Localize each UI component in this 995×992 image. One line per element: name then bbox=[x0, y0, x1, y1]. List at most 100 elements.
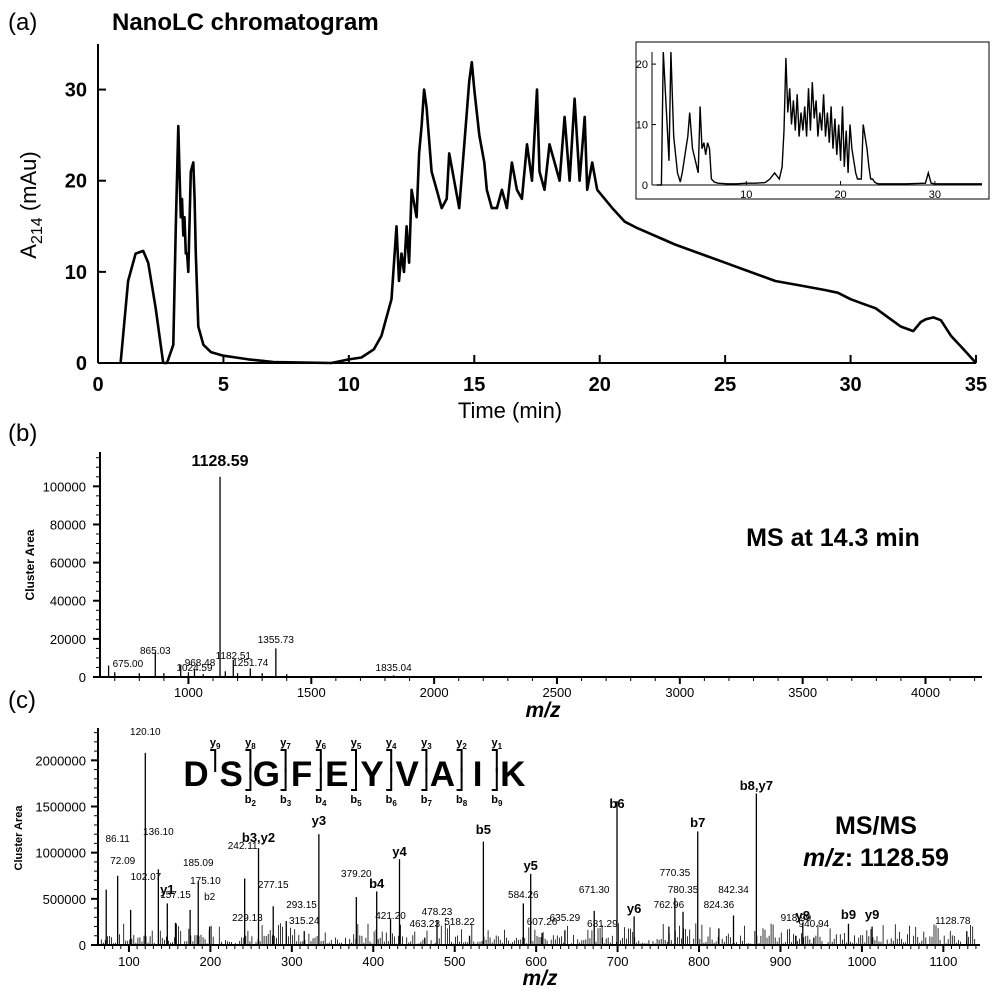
y-ion-cleavage-bracket bbox=[491, 749, 498, 772]
chart-c-ion-label: b5 bbox=[476, 822, 491, 837]
chart-b-y-tick-label: 100000 bbox=[43, 479, 86, 494]
chart-c-peak-label: 315.24 bbox=[289, 916, 320, 927]
inset-frame bbox=[635, 41, 990, 200]
chart-a-y-tick-label: 30 bbox=[65, 80, 87, 102]
chart-b-minor-ticks bbox=[96, 457, 976, 681]
y-ion-cleavage-bracket bbox=[351, 749, 357, 772]
y-ion-cleavage-bracket bbox=[280, 749, 287, 772]
chart-c-x-tick-label: 1100 bbox=[929, 954, 957, 969]
chart-c-x-tick-label: 1000 bbox=[847, 954, 876, 969]
chart-c-x-tick-label: 700 bbox=[607, 954, 629, 969]
chart-b-peak-label: 1251.74 bbox=[232, 658, 269, 669]
chart-a-x-tick-label: 10 bbox=[338, 374, 360, 396]
chart-a-y-axis-label: A214 (mAu) bbox=[16, 151, 46, 258]
chart-c-ion-label: y3 bbox=[312, 813, 326, 828]
chart-c-y-ticks: 0 500000 1000000 1500000 2000000 bbox=[35, 753, 98, 953]
inset-y-tick-label: 10 bbox=[636, 120, 648, 132]
chart-c-peak-label: 940.94 bbox=[799, 919, 830, 930]
y-ion-label: y7 bbox=[280, 737, 291, 751]
y-ion-cleavage-bracket bbox=[386, 749, 393, 772]
chart-c-y-axis-label: Cluster Area bbox=[13, 805, 25, 871]
chart-c-peak-label: 635.29 bbox=[550, 913, 581, 924]
y-ion-label: y1 bbox=[492, 737, 503, 751]
chart-c-x-ticks: 100 200 300 400 500 600 700 800 900 1000 1100 bbox=[118, 945, 957, 969]
chart-a-y-tick-label: 10 bbox=[65, 262, 87, 284]
chart-c-peak-label: 102.07 bbox=[131, 872, 162, 883]
chart-c-ion-label: y5 bbox=[523, 858, 537, 873]
chart-b-peak-label: 675.00 bbox=[113, 659, 144, 670]
chart-b-peak-labels: 1128.59675.00865.03968.481024.591182.511… bbox=[113, 453, 413, 674]
b-ion-cleavage-bracket bbox=[280, 768, 287, 791]
y-ion-cleavage-bracket bbox=[421, 749, 428, 772]
chart-a-x-ticks: 0 5 10 15 20 25 30 35 bbox=[92, 355, 987, 396]
panel-c: (c) 100 200 300 400 500 600 700 800 900 1000 1100 … bbox=[8, 687, 980, 990]
chart-b-x-tick-label: 3000 bbox=[665, 685, 694, 700]
chart-c-ion-label: y9 bbox=[865, 907, 879, 922]
y-ion-label: y4 bbox=[386, 737, 397, 751]
chart-a-x-tick-label: 30 bbox=[839, 374, 861, 396]
chart-c-peaks bbox=[100, 752, 976, 945]
chart-c-y-tick-label: 0 bbox=[79, 938, 86, 953]
chart-b-x-tick-label: 1000 bbox=[174, 685, 203, 700]
b-ion-label: b4 bbox=[315, 794, 327, 808]
chart-b-y-tick-label: 20000 bbox=[50, 632, 86, 647]
chart-b-peak-label: 1024.59 bbox=[176, 663, 213, 674]
chart-c-ion-label: y1 bbox=[160, 882, 174, 897]
b-ion-cleavage-bracket bbox=[386, 768, 393, 791]
chart-c-ion-labels: y1 b2 b3,y2 y3 b4 y4 b5 y5 b6 y6 b7 b8,y7 y8 b9 y9 bbox=[160, 778, 879, 923]
y-ion-label: y2 bbox=[456, 737, 467, 751]
chart-c-ion-label: b7 bbox=[690, 815, 705, 830]
chart-c-peak-label: 229.13 bbox=[232, 913, 263, 924]
b-ion-label: b8 bbox=[456, 794, 468, 808]
b-ion-cleavage-bracket bbox=[456, 768, 463, 791]
chart-c-peak-label: 607.26 bbox=[527, 917, 558, 928]
chart-c-ion-label: b4 bbox=[369, 876, 385, 891]
chart-c-peak-label: 86.11 bbox=[105, 834, 130, 845]
chart-b-x-ticks: 1000 1500 2000 2500 3000 3500 4000 bbox=[174, 677, 940, 700]
chart-c-peak-label: 293.15 bbox=[286, 900, 317, 911]
peptide-residue: D bbox=[183, 755, 208, 794]
b-ion-cleavage-bracket bbox=[421, 768, 428, 791]
inset-ticks: 10 20 30 0 10 20 bbox=[636, 59, 941, 201]
chart-b-peaks bbox=[107, 476, 395, 677]
chart-c-ion-label: b6 bbox=[609, 796, 624, 811]
inset-x-tick-label: 10 bbox=[740, 189, 752, 201]
chart-c-x-tick-label: 400 bbox=[362, 954, 384, 969]
peptide-residue: E bbox=[325, 755, 348, 794]
inset-x-tick-label: 30 bbox=[929, 189, 941, 201]
chart-c-peak-label: 175.10 bbox=[190, 876, 221, 887]
chart-b-x-tick-label: 3500 bbox=[788, 685, 817, 700]
chart-b-peak-label: 1128.59 bbox=[192, 453, 249, 470]
chart-a-y-tick-label: 20 bbox=[65, 171, 87, 193]
chart-b-y-axis-label: Cluster Area bbox=[23, 529, 37, 600]
chart-b-x-tick-label: 4000 bbox=[911, 685, 940, 700]
y-ion-label: y9 bbox=[210, 737, 221, 751]
b-ion-cleavage-bracket bbox=[491, 768, 498, 791]
chart-c-peak-label: 379.20 bbox=[341, 869, 372, 880]
chart-b-x-tick-label: 1500 bbox=[297, 685, 326, 700]
panel-a-title: NanoLC chromatogram bbox=[112, 9, 379, 36]
chart-a-x-tick-label: 0 bbox=[92, 374, 103, 396]
inset-chromatogram-trace bbox=[656, 51, 982, 186]
chart-c-x-tick-label: 300 bbox=[281, 954, 303, 969]
chart-c-peak-label: 762.96 bbox=[654, 900, 685, 911]
chart-a-x-axis-label: Time (min) bbox=[458, 398, 562, 423]
chart-c-y-tick-label: 1500000 bbox=[35, 799, 86, 814]
chart-c-y-tick-label: 2000000 bbox=[35, 753, 86, 768]
chart-a-y-ticks: 0 10 20 30 bbox=[65, 80, 106, 375]
chart-b-x-tick-label: 2500 bbox=[543, 685, 572, 700]
chart-b-peak-label: 1835.04 bbox=[376, 663, 413, 674]
b-ion-label: b9 bbox=[491, 794, 503, 808]
chart-c-x-tick-label: 600 bbox=[525, 954, 547, 969]
peptide-residue: V bbox=[396, 755, 420, 794]
chromatogram-trace bbox=[119, 60, 977, 365]
chart-c-y-tick-label: 500000 bbox=[43, 892, 86, 907]
chart-c-peak-label: 584.26 bbox=[508, 890, 539, 901]
peptide-residue: G bbox=[253, 755, 280, 794]
chart-c-x-tick-label: 800 bbox=[688, 954, 710, 969]
inset-y-tick-label: 20 bbox=[636, 59, 648, 71]
chart-c-ion-label: b9 bbox=[841, 907, 856, 922]
chart-c-peak-label: 842.34 bbox=[718, 885, 749, 896]
chart-c-ion-label: y8 bbox=[796, 908, 810, 923]
y-ion-cleavage-bracket bbox=[210, 749, 217, 772]
